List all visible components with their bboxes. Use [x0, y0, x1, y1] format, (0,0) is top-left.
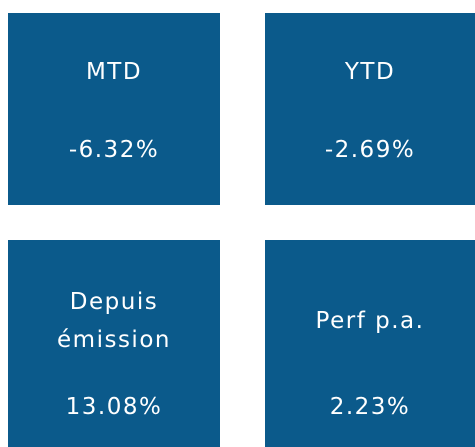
kpi-tile: MTD -6.32% — [8, 13, 220, 205]
kpi-tile: Perf p.a. 2.23% — [265, 240, 475, 447]
tile-label: Depuis émission — [57, 289, 171, 353]
kpi-tile: YTD -2.69% — [265, 13, 475, 205]
tile-value: 13.08% — [65, 394, 163, 420]
tile-value: 2.23% — [329, 394, 411, 420]
tile-label: YTD — [344, 59, 396, 85]
tile-value: -2.69% — [324, 137, 416, 163]
tile-value: -6.32% — [68, 137, 160, 163]
tile-label: Perf p.a. — [315, 308, 425, 334]
tile-label: MTD — [85, 59, 143, 85]
kpi-tile: Depuis émission 13.08% — [8, 240, 220, 447]
